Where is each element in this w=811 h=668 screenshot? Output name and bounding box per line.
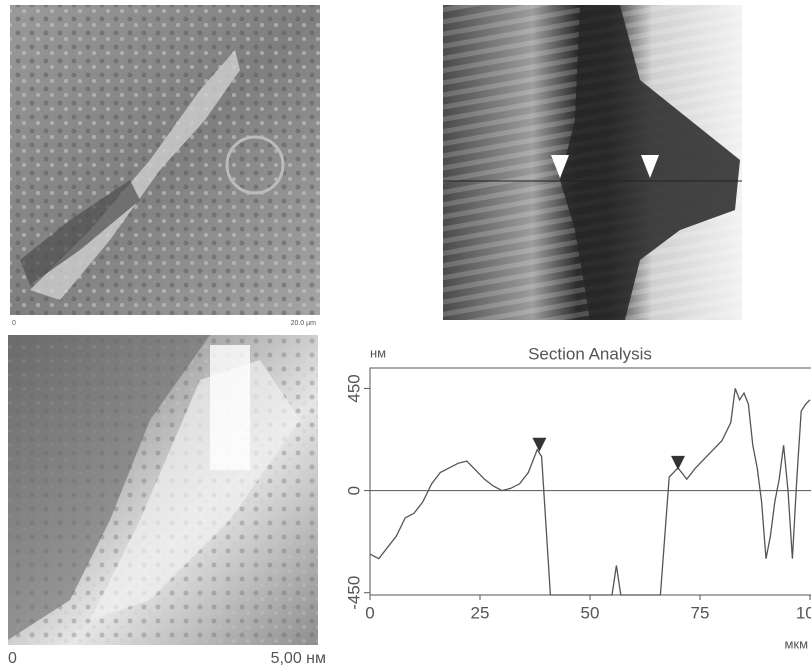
image-top-right bbox=[443, 5, 742, 320]
x-tick-label: 50 bbox=[581, 603, 600, 622]
figure: 0 20.0 µm 0 5,00 нм Section Analysis нм … bbox=[0, 0, 811, 668]
x-tick-label: 0 bbox=[365, 603, 374, 622]
x-axis-label: мкм bbox=[784, 636, 808, 651]
cursor-marker bbox=[671, 456, 685, 470]
profile-line bbox=[370, 388, 810, 595]
y-tick-label: 0 bbox=[344, 486, 363, 495]
x-tick-label: 25 bbox=[471, 603, 490, 622]
image-top-left bbox=[10, 5, 320, 315]
image-caption: 0 bbox=[8, 650, 17, 667]
image-caption: 20.0 µm bbox=[291, 320, 317, 327]
plot-frame bbox=[370, 368, 811, 595]
y-tick-label: -450 bbox=[344, 576, 363, 610]
chart-title: Section Analysis bbox=[528, 344, 652, 363]
image-caption: 5,00 нм bbox=[271, 650, 326, 667]
x-tick-label: 100 bbox=[796, 603, 811, 622]
cursor-marker bbox=[532, 438, 546, 452]
x-tick-label: 75 bbox=[691, 603, 710, 622]
y-axis-label: нм bbox=[370, 345, 386, 360]
image-caption: 0 bbox=[12, 320, 16, 327]
image-bottom-left bbox=[8, 335, 318, 645]
y-tick-label: 450 bbox=[344, 374, 363, 402]
